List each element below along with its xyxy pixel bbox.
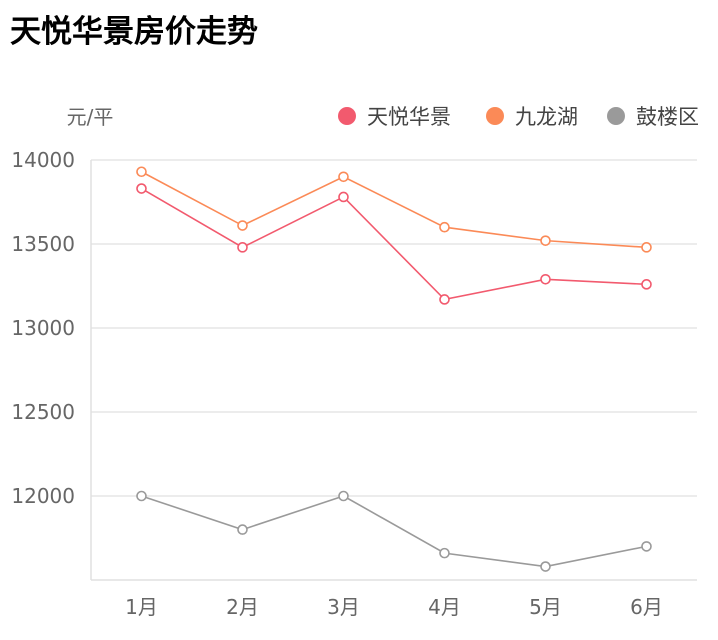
data-point [540, 235, 551, 246]
y-tick-label: 12000 [11, 484, 75, 508]
legend-marker [338, 107, 356, 125]
data-point [540, 561, 551, 572]
chart-title: 天悦华景房价走势 [10, 14, 258, 50]
data-point [136, 183, 147, 194]
data-point [338, 171, 349, 183]
legend-label: 天悦华景 [367, 105, 451, 129]
data-point [237, 242, 248, 253]
legend-label: 九龙湖 [515, 105, 578, 129]
data-point [439, 294, 450, 305]
x-tick-label: 2月 [226, 595, 259, 619]
data-point [237, 524, 248, 535]
y-tick-label: 13000 [11, 316, 75, 340]
data-point [237, 220, 248, 231]
data-point [641, 279, 652, 290]
y-tick-label: 14000 [11, 148, 75, 172]
x-tick-label: 3月 [327, 595, 360, 619]
data-point [136, 490, 147, 502]
y-tick-label: 12500 [11, 400, 75, 424]
data-point [641, 541, 652, 552]
data-point [540, 273, 551, 285]
data-point [439, 547, 450, 559]
data-point [641, 242, 652, 253]
legend-marker [607, 107, 625, 125]
x-tick-label: 1月 [125, 595, 158, 619]
legend-label: 鼓楼区 [636, 105, 699, 129]
data-point [439, 221, 450, 233]
x-tick-label: 5月 [529, 595, 562, 619]
x-tick-label: 4月 [428, 595, 461, 619]
series-line [141, 187, 647, 301]
x-tick-label: 6月 [630, 595, 663, 619]
series-line [141, 171, 647, 249]
y-tick-label: 13500 [11, 232, 75, 256]
data-point [136, 166, 147, 178]
y-axis-unit: 元/平 [67, 105, 114, 129]
data-point [338, 490, 349, 502]
series-line [141, 495, 647, 568]
legend-marker [486, 107, 504, 125]
data-point [338, 191, 349, 203]
